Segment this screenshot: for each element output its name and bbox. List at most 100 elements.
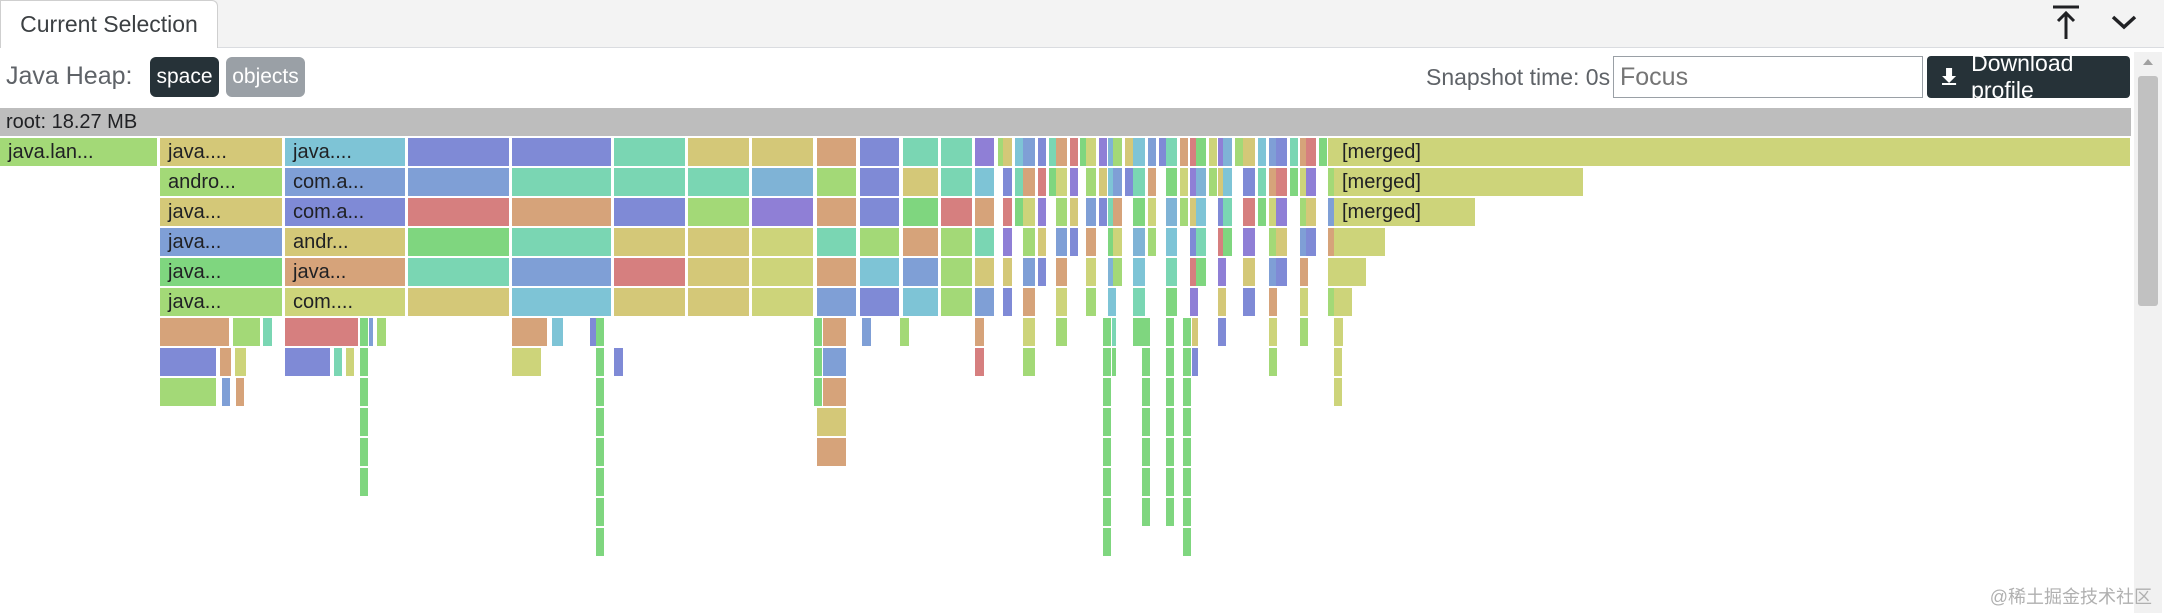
- flame-node[interactable]: [1166, 498, 1175, 526]
- flame-node[interactable]: [975, 168, 995, 196]
- flame-node[interactable]: [1003, 198, 1013, 226]
- flame-node[interactable]: [1023, 288, 1036, 316]
- flame-node[interactable]: [1103, 468, 1112, 496]
- flame-node[interactable]: [1243, 258, 1256, 286]
- flame-node[interactable]: [1103, 438, 1112, 466]
- flame-node[interactable]: [900, 318, 910, 346]
- flame-node[interactable]: [975, 198, 995, 226]
- flame-node[interactable]: [1003, 168, 1013, 196]
- flame-node[interactable]: [752, 168, 814, 196]
- flame-node[interactable]: [860, 288, 900, 316]
- flame-node[interactable]: [1183, 468, 1192, 496]
- flame-node[interactable]: [512, 288, 612, 316]
- flame-node[interactable]: [360, 318, 369, 346]
- flame-node[interactable]: [1099, 138, 1108, 166]
- flame-node[interactable]: [360, 438, 369, 466]
- flame-node[interactable]: [1334, 318, 1344, 346]
- flame-node[interactable]: [817, 138, 857, 166]
- flame-node[interactable]: [1003, 138, 1013, 166]
- flame-node[interactable]: [1223, 168, 1233, 196]
- flame-node[interactable]: [1003, 228, 1013, 256]
- flame-node[interactable]: [1142, 468, 1151, 496]
- flame-node[interactable]: [1023, 348, 1036, 376]
- flame-node[interactable]: [752, 258, 814, 286]
- flame-node[interactable]: [1113, 198, 1123, 226]
- flame-node[interactable]: [263, 318, 273, 346]
- flame-node[interactable]: [903, 288, 939, 316]
- flame-node[interactable]: [1148, 138, 1157, 166]
- flame-node[interactable]: [512, 168, 612, 196]
- flame-node-labeled[interactable]: com.a...: [285, 198, 406, 226]
- flame-node[interactable]: [1190, 288, 1199, 316]
- flame-node[interactable]: [1243, 168, 1256, 196]
- flame-node[interactable]: [160, 318, 230, 346]
- flame-node[interactable]: [1183, 498, 1192, 526]
- flame-node[interactable]: [1142, 408, 1151, 436]
- flame-node[interactable]: [1300, 318, 1309, 346]
- flame-node[interactable]: [1223, 138, 1233, 166]
- flame-node[interactable]: [408, 258, 510, 286]
- flame-node[interactable]: [1166, 168, 1178, 196]
- flame-node[interactable]: [1038, 168, 1047, 196]
- flame-node[interactable]: [614, 168, 686, 196]
- flame-node[interactable]: [236, 378, 245, 406]
- flame-node[interactable]: [1218, 258, 1227, 286]
- pin-top-icon[interactable]: [2044, 0, 2088, 44]
- flame-node[interactable]: [1243, 138, 1256, 166]
- flame-node[interactable]: [975, 318, 985, 346]
- flame-node[interactable]: [814, 378, 823, 406]
- flame-node-labeled[interactable]: [merged]: [1334, 168, 1584, 196]
- flame-node[interactable]: [1133, 288, 1146, 316]
- flame-node[interactable]: [814, 348, 823, 376]
- flame-node[interactable]: [408, 288, 510, 316]
- flame-node[interactable]: [1133, 168, 1146, 196]
- flame-node[interactable]: [160, 378, 217, 406]
- flame-node[interactable]: [1243, 288, 1256, 316]
- flame-node[interactable]: [512, 258, 612, 286]
- flame-node[interactable]: [814, 318, 823, 346]
- flame-node[interactable]: [1142, 348, 1151, 376]
- flame-node[interactable]: [1196, 228, 1207, 256]
- scroll-up-icon[interactable]: [2134, 52, 2162, 72]
- flame-node[interactable]: [1166, 348, 1175, 376]
- flame-node[interactable]: [1166, 138, 1178, 166]
- flame-node[interactable]: [1103, 498, 1112, 526]
- flame-node[interactable]: [408, 198, 510, 226]
- flame-node[interactable]: [903, 258, 939, 286]
- flame-node[interactable]: [817, 408, 847, 436]
- flame-node[interactable]: [1209, 168, 1218, 196]
- flame-node[interactable]: [1148, 198, 1157, 226]
- flame-node[interactable]: [1166, 228, 1178, 256]
- flame-node[interactable]: [1166, 378, 1175, 406]
- flame-node-labeled[interactable]: andro...: [160, 168, 283, 196]
- flame-node[interactable]: [1319, 138, 1328, 166]
- flame-node[interactable]: [614, 348, 624, 376]
- flame-node[interactable]: [1334, 288, 1353, 316]
- flame-node[interactable]: [688, 168, 750, 196]
- flame-node[interactable]: [1223, 228, 1233, 256]
- flame-node[interactable]: [1166, 408, 1175, 436]
- flame-node[interactable]: [862, 318, 872, 346]
- flame-node[interactable]: [688, 198, 750, 226]
- flame-node[interactable]: [235, 348, 247, 376]
- flame-node-labeled[interactable]: java.lan...: [0, 138, 158, 166]
- flame-node[interactable]: [1276, 168, 1288, 196]
- flame-node[interactable]: [1023, 318, 1036, 346]
- flame-node[interactable]: [552, 318, 564, 346]
- flame-node[interactable]: [408, 138, 510, 166]
- flame-node[interactable]: [1142, 498, 1151, 526]
- flame-node[interactable]: [752, 198, 814, 226]
- flame-node[interactable]: [1113, 228, 1123, 256]
- flame-node[interactable]: [1183, 318, 1192, 346]
- flame-node[interactable]: [1086, 138, 1097, 166]
- flame-node[interactable]: [1113, 258, 1123, 286]
- flame-node[interactable]: [1276, 138, 1288, 166]
- flame-node[interactable]: [1142, 438, 1151, 466]
- flame-node[interactable]: [1306, 138, 1317, 166]
- flame-node[interactable]: [1180, 168, 1189, 196]
- flame-node-labeled[interactable]: java...: [160, 258, 283, 286]
- flame-node[interactable]: [1056, 138, 1068, 166]
- flame-node[interactable]: [860, 168, 900, 196]
- flame-node[interactable]: [1003, 258, 1013, 286]
- flame-node[interactable]: [1218, 288, 1227, 316]
